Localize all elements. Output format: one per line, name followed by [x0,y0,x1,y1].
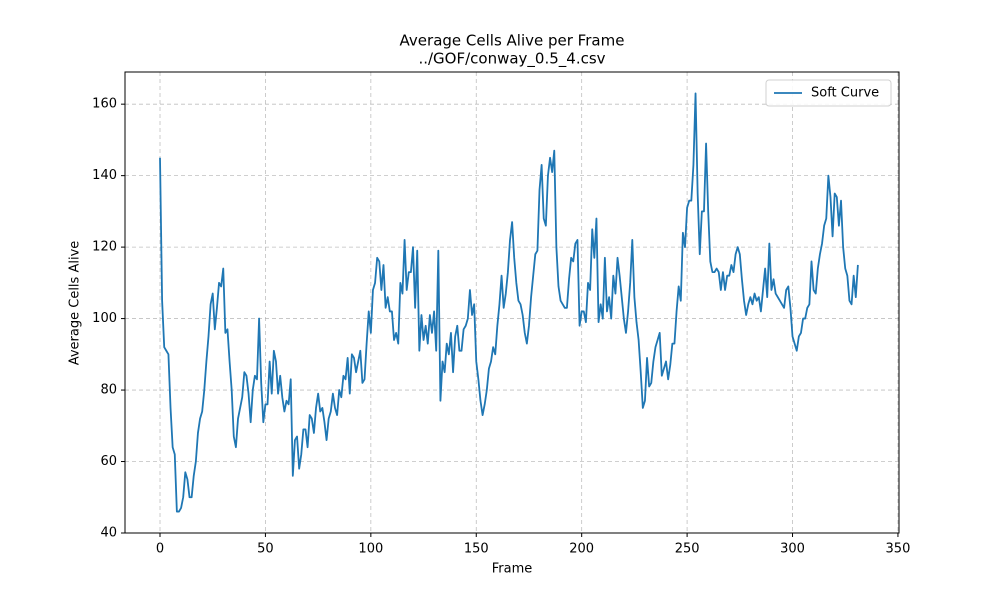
x-tick-label: 250 [675,542,700,557]
plot-frame [124,71,900,534]
x-tick-label: 0 [156,542,164,557]
data-line [159,92,859,513]
x-tick-label: 150 [464,542,489,557]
legend-box [765,79,892,107]
x-axis-label: Frame [492,562,533,577]
y-tick-label: 40 [100,526,117,541]
y-tick-label: 120 [92,240,117,255]
x-tick-label: 200 [569,542,594,557]
chart-title: Average Cells Alive per Frame [400,32,625,50]
y-axis-label: Average Cells Alive [68,241,83,366]
y-tick-label: 60 [100,454,117,469]
y-tick-label: 160 [92,97,117,112]
x-tick-label: 50 [257,542,274,557]
y-tick-label: 80 [100,383,117,398]
chart-subtitle: ../GOF/conway_0.5_4.csv [418,50,605,69]
legend-label: Soft Curve [811,86,879,101]
y-tick-label: 100 [92,311,117,326]
y-tick-label: 140 [92,168,117,183]
x-tick-label: 100 [358,542,383,557]
x-tick-label: 350 [886,542,911,557]
x-tick-label: 300 [780,542,805,557]
